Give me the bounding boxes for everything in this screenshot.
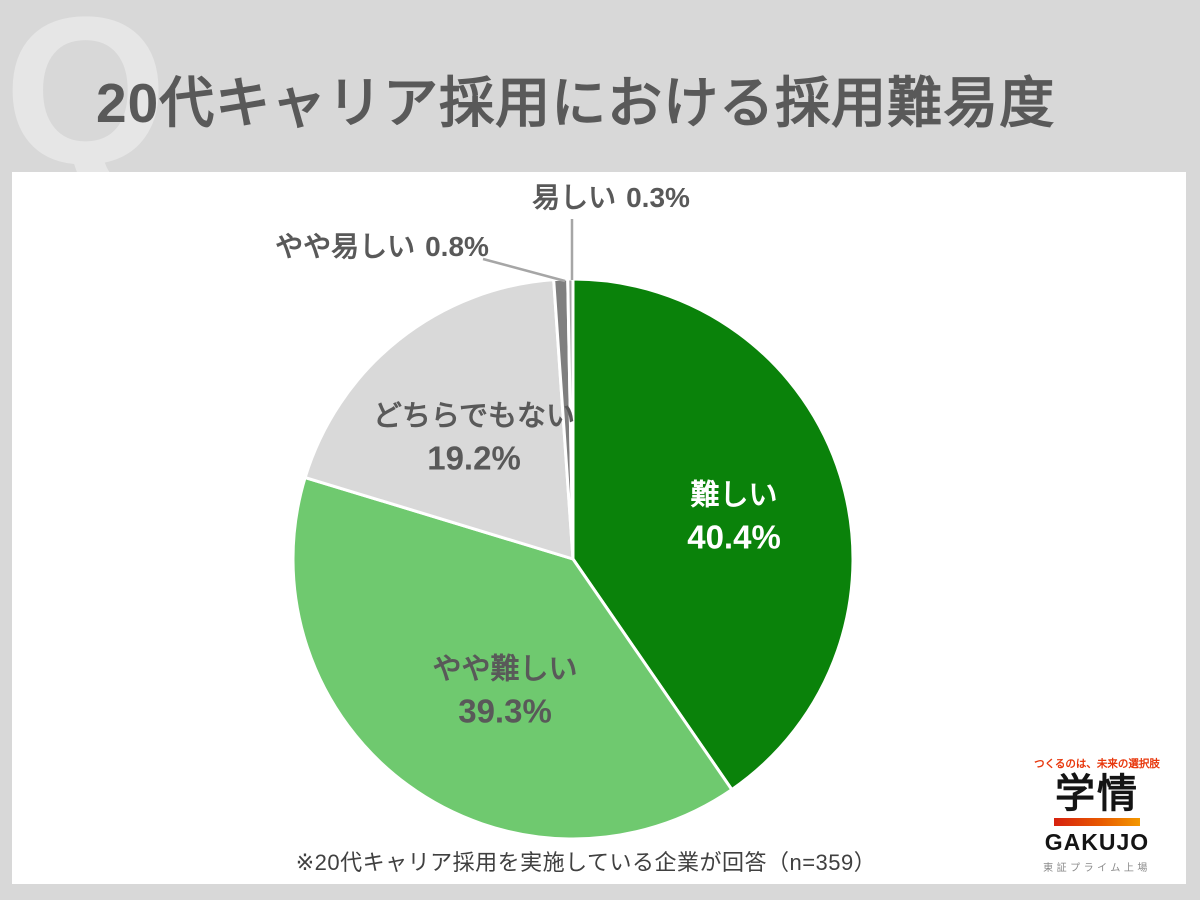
logo-name-en: GAKUJO — [1044, 829, 1150, 855]
pie-slice-2 — [303, 278, 575, 561]
leader-line-slightly-easy — [482, 257, 566, 283]
pie-label-somewhat-difficult: やや難しい 39.3% — [432, 653, 578, 730]
pie-callout-slightly-easy: やや易しい 0.8% — [275, 225, 489, 265]
pie-chart — [291, 219, 855, 841]
pie-slice-1 — [291, 476, 734, 841]
pie-label-somewhat-difficult-pct: 39.3% — [458, 692, 552, 730]
pie-label-neither: どちらでもない 19.2% — [372, 400, 576, 477]
pie-callout-slightly-easy-name: やや易しい — [275, 231, 416, 262]
pie-label-somewhat-difficult-name: やや難しい — [432, 653, 578, 686]
pie-label-difficult-name: 難しい — [690, 479, 778, 512]
pie-callout-easy: 易しい 0.3% — [532, 176, 690, 216]
logo-name-jp: 学情 — [1055, 772, 1139, 816]
pie-slice-0 — [571, 277, 855, 792]
page-title: 20代キャリア採用における採用難易度 — [96, 72, 1056, 134]
pie-label-difficult: 難しい 40.4% — [687, 479, 781, 556]
pie-callout-easy-pct: 0.3% — [626, 182, 690, 213]
logo-tagline: つくるのは、未来の選択肢 — [1034, 758, 1160, 770]
pie-callout-slightly-easy-pct: 0.8% — [425, 231, 489, 262]
logo-listing: 東証プライム上場 — [1043, 863, 1151, 874]
q-watermark: Q — [4, 0, 168, 208]
chart-panel: 易しい 0.3% やや易しい 0.8% 難しい 40.4% やや難しい 39.3% … — [12, 172, 1186, 884]
logo-gradient-bar — [1054, 818, 1140, 826]
gakujo-logo: つくるのは、未来の選択肢 学情 GAKUJO 東証プライム上場 — [1018, 756, 1176, 874]
pie-label-difficult-pct: 40.4% — [687, 518, 781, 556]
pie-label-neither-pct: 19.2% — [427, 439, 521, 477]
pie-callout-easy-name: 易しい — [532, 182, 617, 213]
pie-slices — [291, 277, 855, 841]
footnote: ※20代キャリア採用を実施している企業が回答（n=359） — [295, 850, 877, 875]
pie-label-neither-name: どちらでもない — [372, 400, 576, 433]
